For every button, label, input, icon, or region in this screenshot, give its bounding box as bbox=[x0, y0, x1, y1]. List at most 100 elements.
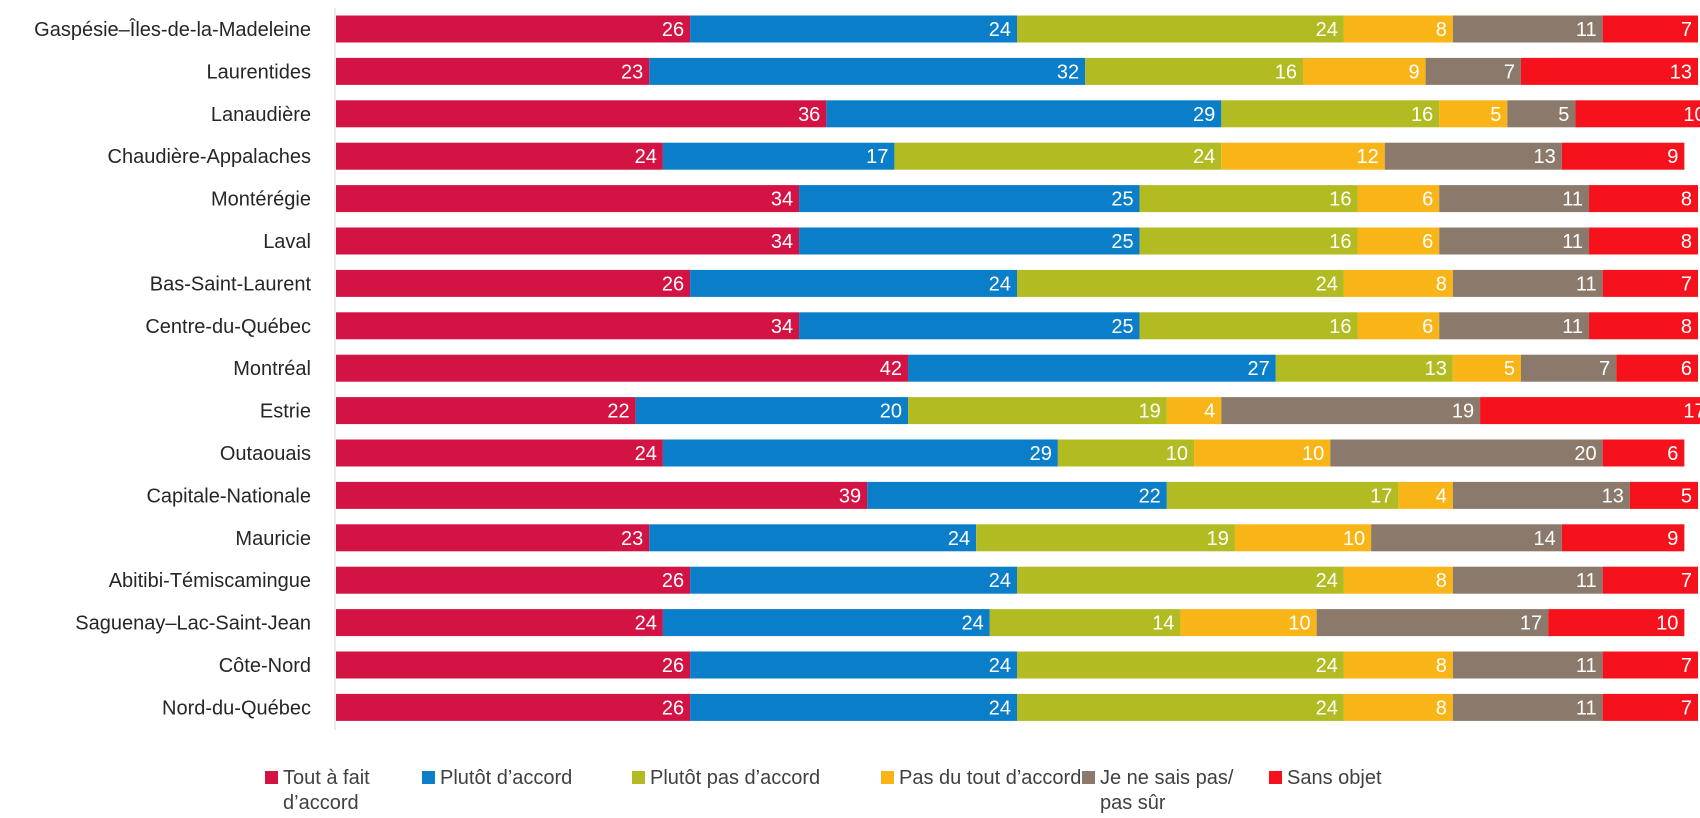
data-label: 17 bbox=[1370, 485, 1392, 507]
category-label: Capitale-Nationale bbox=[146, 485, 311, 507]
data-label: 10 bbox=[1656, 613, 1678, 635]
data-label: 36 bbox=[798, 104, 820, 126]
bar-segment bbox=[1589, 227, 1698, 255]
bar-segment bbox=[336, 269, 691, 297]
data-label: 10 bbox=[1683, 104, 1700, 126]
data-label: 6 bbox=[1681, 358, 1692, 380]
bar-segment bbox=[1057, 439, 1195, 467]
bar-segment bbox=[1357, 185, 1440, 213]
bar-segment bbox=[1343, 693, 1453, 721]
data-label: 7 bbox=[1681, 697, 1692, 719]
bar-segment bbox=[1616, 354, 1698, 382]
data-label: 16 bbox=[1411, 104, 1433, 126]
data-label: 25 bbox=[1111, 316, 1133, 338]
bar-segment bbox=[690, 693, 1017, 721]
legend-swatch bbox=[422, 771, 435, 784]
legend-item: Plutôt d’accord bbox=[422, 766, 572, 791]
bar-segment bbox=[976, 524, 1235, 552]
legend-item: Plutôt pas d’accord bbox=[632, 766, 820, 791]
data-label: 24 bbox=[989, 273, 1011, 295]
data-label: 24 bbox=[962, 613, 984, 635]
category-label: Laval bbox=[263, 231, 311, 253]
data-label: 11 bbox=[1576, 655, 1597, 677]
data-label: 23 bbox=[621, 61, 643, 83]
legend-item: Tout à fait d’accord bbox=[265, 766, 370, 816]
bar-segment bbox=[1330, 439, 1603, 467]
bar-segment bbox=[1439, 312, 1590, 340]
legend-label: Sans objet bbox=[1287, 767, 1382, 789]
bar-segment bbox=[1221, 142, 1385, 170]
bar-segment bbox=[1139, 312, 1358, 340]
data-label: 29 bbox=[1193, 104, 1215, 126]
data-label: 24 bbox=[635, 613, 657, 635]
data-label: 11 bbox=[1576, 273, 1597, 295]
data-label: 13 bbox=[1534, 146, 1556, 168]
data-label: 24 bbox=[1193, 146, 1215, 168]
data-label: 24 bbox=[1316, 19, 1338, 41]
legend-label: Pas du tout d’accord bbox=[899, 767, 1082, 789]
data-label: 25 bbox=[1111, 231, 1133, 253]
bar-segment bbox=[1303, 57, 1426, 85]
data-label: 26 bbox=[662, 273, 684, 295]
bar-segment bbox=[1194, 439, 1331, 467]
bar-segment bbox=[1343, 566, 1453, 594]
data-label: 11 bbox=[1562, 231, 1583, 253]
bar-segment bbox=[336, 693, 691, 721]
bar-segment bbox=[1139, 185, 1358, 213]
category-label: Montérégie bbox=[211, 189, 311, 211]
bar-segment bbox=[1452, 354, 1521, 382]
data-label: 14 bbox=[1534, 528, 1556, 550]
data-label: 8 bbox=[1436, 273, 1447, 295]
data-label: 20 bbox=[1574, 443, 1596, 465]
legend-swatch bbox=[1082, 771, 1095, 784]
bar-segment bbox=[1139, 227, 1358, 255]
data-label: 24 bbox=[989, 655, 1011, 677]
bar-segment bbox=[1439, 100, 1508, 128]
bar-segment bbox=[799, 227, 1140, 255]
bar-segment bbox=[1452, 269, 1603, 297]
category-label: Centre-du-Québec bbox=[145, 316, 311, 338]
data-label: 13 bbox=[1425, 358, 1447, 380]
bar-segment bbox=[1439, 227, 1590, 255]
category-label: Mauricie bbox=[235, 528, 311, 550]
category-label: Estrie bbox=[260, 401, 311, 423]
data-label: 5 bbox=[1558, 104, 1569, 126]
bar-segment bbox=[1452, 566, 1603, 594]
data-label: 26 bbox=[662, 19, 684, 41]
bar-segment bbox=[1398, 481, 1453, 509]
bar-segment bbox=[336, 439, 663, 467]
category-label: Côte-Nord bbox=[219, 655, 311, 677]
bar-segment bbox=[1548, 609, 1685, 637]
data-label: 19 bbox=[1139, 401, 1161, 423]
data-label: 24 bbox=[1316, 570, 1338, 592]
bar-segment bbox=[1561, 524, 1685, 552]
legend-item: Sans objet bbox=[1269, 766, 1382, 791]
data-label: 16 bbox=[1329, 316, 1351, 338]
data-label: 25 bbox=[1111, 189, 1133, 211]
data-label: 26 bbox=[662, 655, 684, 677]
category-label: Gaspésie–Îles-de-la-Madeleine bbox=[34, 18, 311, 41]
bar-segment bbox=[336, 481, 868, 509]
data-label: 9 bbox=[1667, 146, 1678, 168]
data-label: 24 bbox=[635, 443, 657, 465]
data-label: 42 bbox=[880, 358, 902, 380]
data-label: 24 bbox=[989, 570, 1011, 592]
data-label: 20 bbox=[880, 401, 902, 423]
bar-segment bbox=[1602, 566, 1698, 594]
data-labels: 2624248117233216971336291655102417241213… bbox=[607, 19, 1700, 719]
bar-segment bbox=[908, 397, 1167, 425]
bar-segment bbox=[1602, 269, 1698, 297]
bar-segment bbox=[1507, 100, 1576, 128]
bar-segment bbox=[336, 100, 827, 128]
bar-segment bbox=[336, 185, 800, 213]
data-label: 5 bbox=[1681, 485, 1692, 507]
data-label: 34 bbox=[771, 189, 793, 211]
category-label: Saguenay–Lac-Saint-Jean bbox=[75, 613, 311, 635]
legend-label: Plutôt d’accord bbox=[440, 767, 573, 789]
bar-segment bbox=[799, 312, 1140, 340]
bar-segment bbox=[1221, 397, 1481, 425]
bar-segment bbox=[690, 15, 1017, 43]
legend-swatch bbox=[632, 771, 645, 784]
data-label: 24 bbox=[635, 146, 657, 168]
bar-segment bbox=[1425, 57, 1521, 85]
